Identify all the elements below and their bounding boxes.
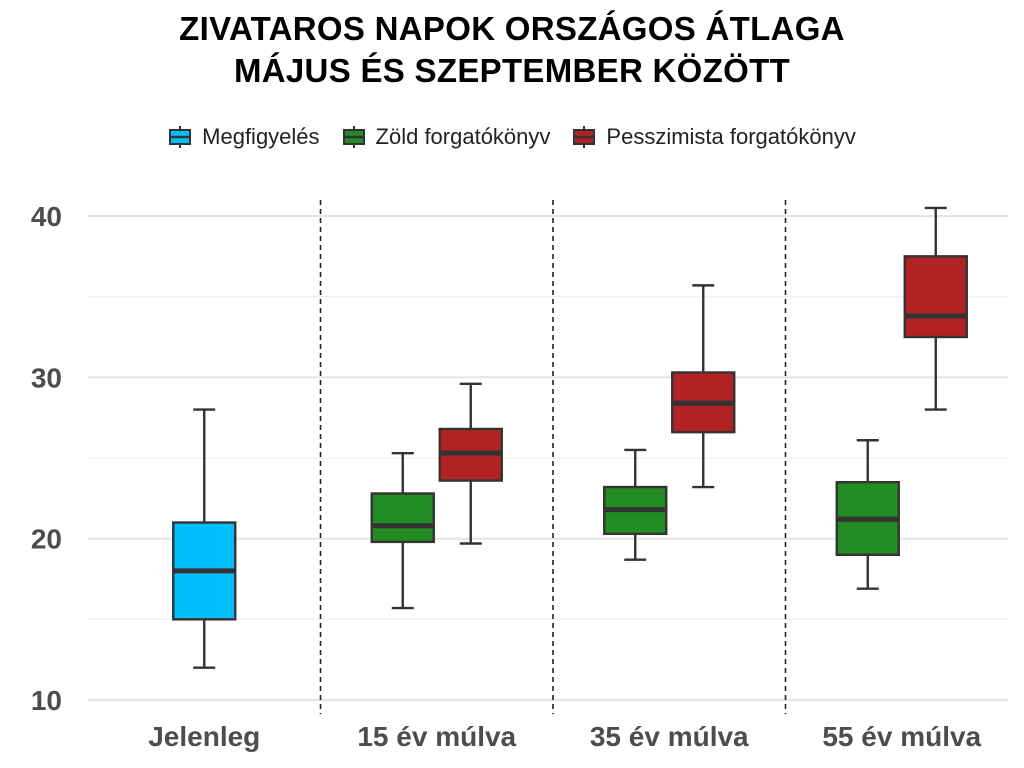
y-tick-label: 10 (31, 685, 62, 716)
legend-key-glyph (169, 126, 192, 148)
box-pesszimista-2-iqr (903, 255, 968, 339)
x-tick-label: 55 év múlva (822, 721, 981, 752)
box-zold-0-iqr (370, 492, 435, 544)
x-tick-label: 15 év múlva (357, 721, 516, 752)
legend-label-pesszimista: Pesszimista forgatókönyv (606, 124, 856, 149)
legend-key-zold (342, 125, 366, 149)
legend: Megfigyelés Zöld forgatókönyv Pesszimist… (0, 124, 1024, 150)
y-tick-label: 30 (31, 362, 62, 393)
legend-item-pesszimista: Pesszimista forgatókönyv (572, 124, 856, 150)
y-tick-label: 40 (31, 201, 62, 232)
x-tick-label: 35 év múlva (590, 721, 749, 752)
chart-title-line-1: ZIVATAROS NAPOK ORSZÁGOS ÁTLAGA (179, 10, 845, 47)
legend-item-megfigyeles: Megfigyelés (168, 124, 320, 150)
x-tick-label: Jelenleg (148, 721, 260, 752)
legend-label-zold: Zöld forgatókönyv (375, 124, 551, 149)
legend-item-zold: Zöld forgatókönyv (342, 124, 551, 150)
legend-key-megfigyeles (168, 125, 192, 149)
legend-key-pesszimista (572, 125, 596, 149)
legend-label-megfigyeles: Megfigyelés (202, 124, 320, 149)
legend-key-glyph (342, 126, 365, 148)
legend-key-glyph (573, 126, 596, 148)
y-tick-label: 20 (31, 524, 62, 555)
chart-title-line-2: MÁJUS ÉS SZEPTEMBER KÖZÖTT (233, 52, 790, 89)
